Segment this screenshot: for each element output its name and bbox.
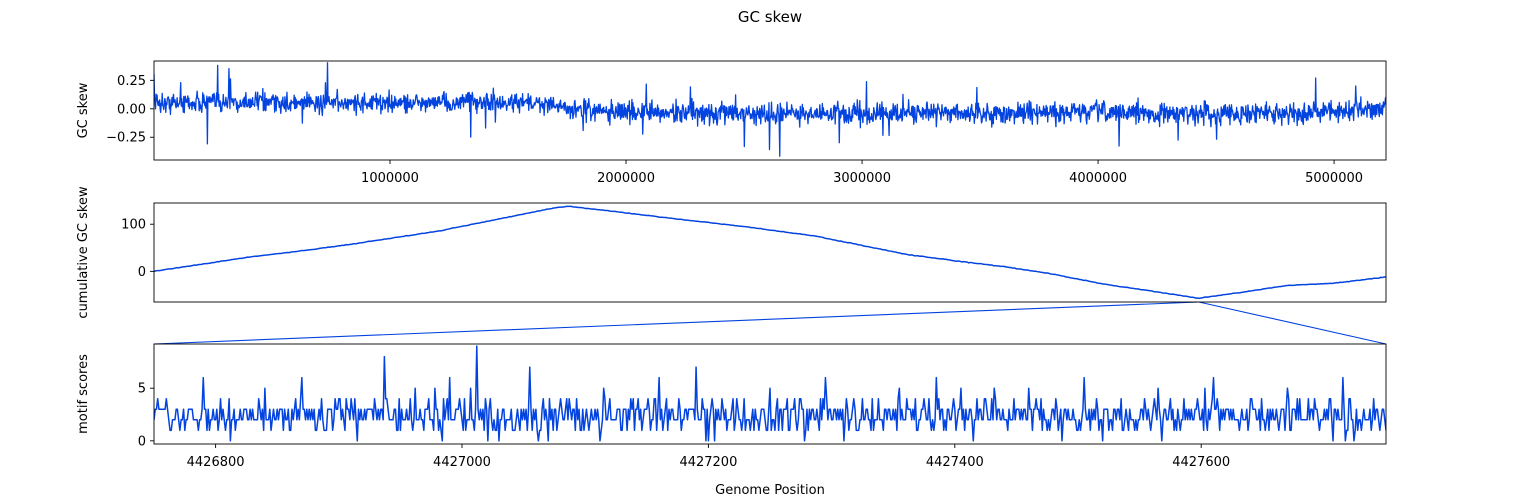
gc-skew-y-tick-label: 0.00 bbox=[117, 102, 146, 117]
zoom-connector-right-line bbox=[1198, 301, 1387, 345]
figure-title: GC skew bbox=[738, 8, 802, 26]
zoom-connector bbox=[153, 301, 1387, 345]
gc-skew-x-tick-label: 2000000 bbox=[597, 171, 655, 186]
motif-scores-x-tick-label: 4427000 bbox=[433, 455, 491, 470]
motif-scores-x-tick-label: 4426800 bbox=[187, 455, 245, 470]
gc-skew-series-line bbox=[154, 62, 1386, 157]
cumulative-gc-skew-y-tick-label: 0 bbox=[138, 265, 146, 280]
cumulative-gc-skew-y-tick-label: 100 bbox=[121, 218, 146, 233]
x-axis-label: Genome Position bbox=[715, 483, 825, 498]
motif-scores-y-axis-label: motif scores bbox=[76, 354, 91, 434]
gc-skew-x-tick-label: 1000000 bbox=[361, 171, 419, 186]
gc-skew-axes-frame bbox=[153, 60, 1387, 161]
motif-scores-x-tick-label: 4427200 bbox=[679, 455, 737, 470]
gc-skew-panel: 0.25 0.00 −0.25 1000000 2000000 3000000 400000… bbox=[76, 60, 1387, 186]
cumulative-gc-skew-axes-frame bbox=[153, 202, 1387, 303]
zoom-connector-left-line bbox=[153, 301, 1199, 345]
gc-skew-x-tick-label: 5000000 bbox=[1305, 171, 1363, 186]
cumulative-gc-skew-series-line bbox=[154, 205, 1386, 300]
cumulative-gc-skew-y-axis-label: cumulative GC skew bbox=[76, 186, 91, 319]
motif-scores-x-tick-label: 4427400 bbox=[926, 455, 984, 470]
gc-skew-x-tick-label: 4000000 bbox=[1069, 171, 1127, 186]
motif-scores-x-tick-label: 4427600 bbox=[1172, 455, 1230, 470]
gc-skew-y-tick-label: 0.25 bbox=[117, 74, 146, 89]
motif-scores-y-tick-label: 0 bbox=[138, 434, 146, 449]
motif-scores-series-line bbox=[154, 345, 1386, 442]
motif-scores-y-tick-label: 5 bbox=[138, 382, 146, 397]
motif-scores-panel: 5 0 4426800 4427000 4427200 4427400 4427600 mot… bbox=[76, 343, 1387, 470]
cumulative-gc-skew-panel: 100 0 cumulative GC skew bbox=[76, 186, 1387, 319]
gc-skew-y-axis-label: GC skew bbox=[76, 82, 91, 138]
motif-scores-axes-frame bbox=[153, 343, 1387, 445]
gc-skew-y-tick-label: −0.25 bbox=[106, 131, 146, 146]
gc-skew-x-tick-label: 3000000 bbox=[833, 171, 891, 186]
